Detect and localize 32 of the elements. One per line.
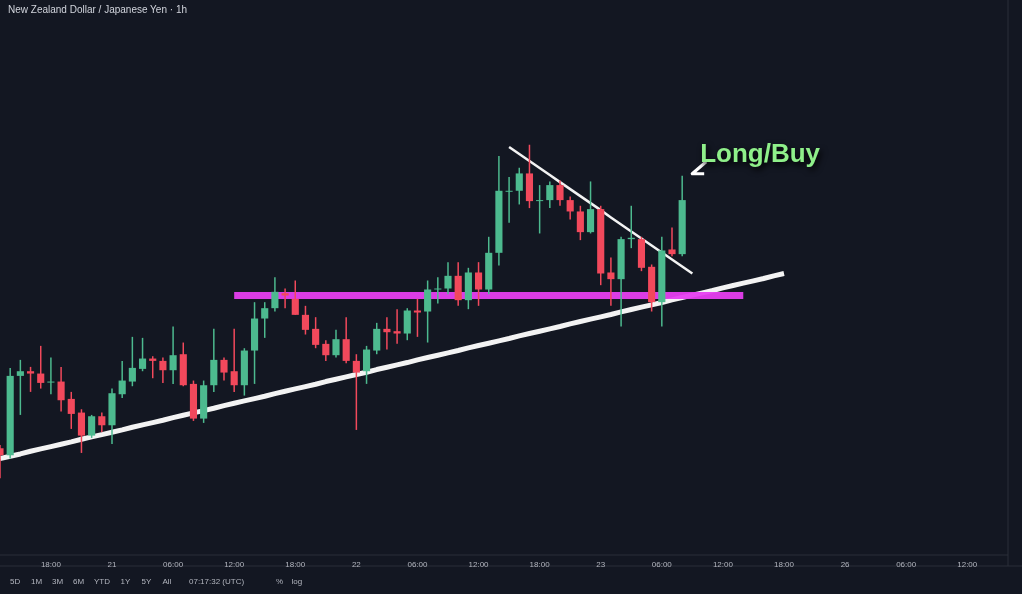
x-tick-label: 18:00 bbox=[40, 560, 62, 569]
x-tick-label: 12:00 bbox=[957, 560, 978, 569]
x-tick-label: 18:00 bbox=[285, 560, 306, 569]
x-tick-label: 06:00 bbox=[407, 560, 429, 569]
candlestick bbox=[26, 366, 35, 393]
text: 5Y bbox=[141, 577, 152, 586]
candlestick bbox=[668, 226, 676, 257]
x-tick-label: 18:00 bbox=[529, 560, 551, 569]
text: 07:17:32 (UTC) bbox=[189, 577, 245, 586]
x-tick-label: 26 bbox=[840, 560, 851, 569]
text: % bbox=[276, 577, 284, 586]
text: 3M bbox=[52, 577, 64, 586]
candlestick bbox=[16, 359, 24, 416]
text: 6M bbox=[73, 577, 85, 586]
text: log bbox=[291, 577, 303, 586]
x-tick-label: 12:00 bbox=[712, 560, 734, 569]
x-tick-label: 22 bbox=[351, 560, 362, 569]
x-tick-label: 12:00 bbox=[468, 560, 490, 569]
annotation: Long/Buy bbox=[700, 137, 821, 168]
x-tick-label: 18:00 bbox=[773, 560, 795, 569]
x-tick-label: 23 bbox=[596, 560, 606, 569]
x-tick-label: 12:00 bbox=[224, 560, 245, 569]
x-tick-label: 06:00 bbox=[896, 560, 917, 569]
text: 1M bbox=[31, 577, 43, 586]
text: 5D bbox=[10, 577, 21, 586]
x-tick-label: 06:00 bbox=[163, 560, 184, 569]
x-tick-label: 21 bbox=[107, 560, 117, 569]
x-tick-label: 06:00 bbox=[651, 560, 673, 569]
text: YTD bbox=[94, 577, 111, 586]
text: 1Y bbox=[120, 577, 131, 586]
chart-title: New Zealand Dollar / Japanese Yen · 1h bbox=[8, 4, 188, 15]
text: All bbox=[162, 577, 172, 586]
